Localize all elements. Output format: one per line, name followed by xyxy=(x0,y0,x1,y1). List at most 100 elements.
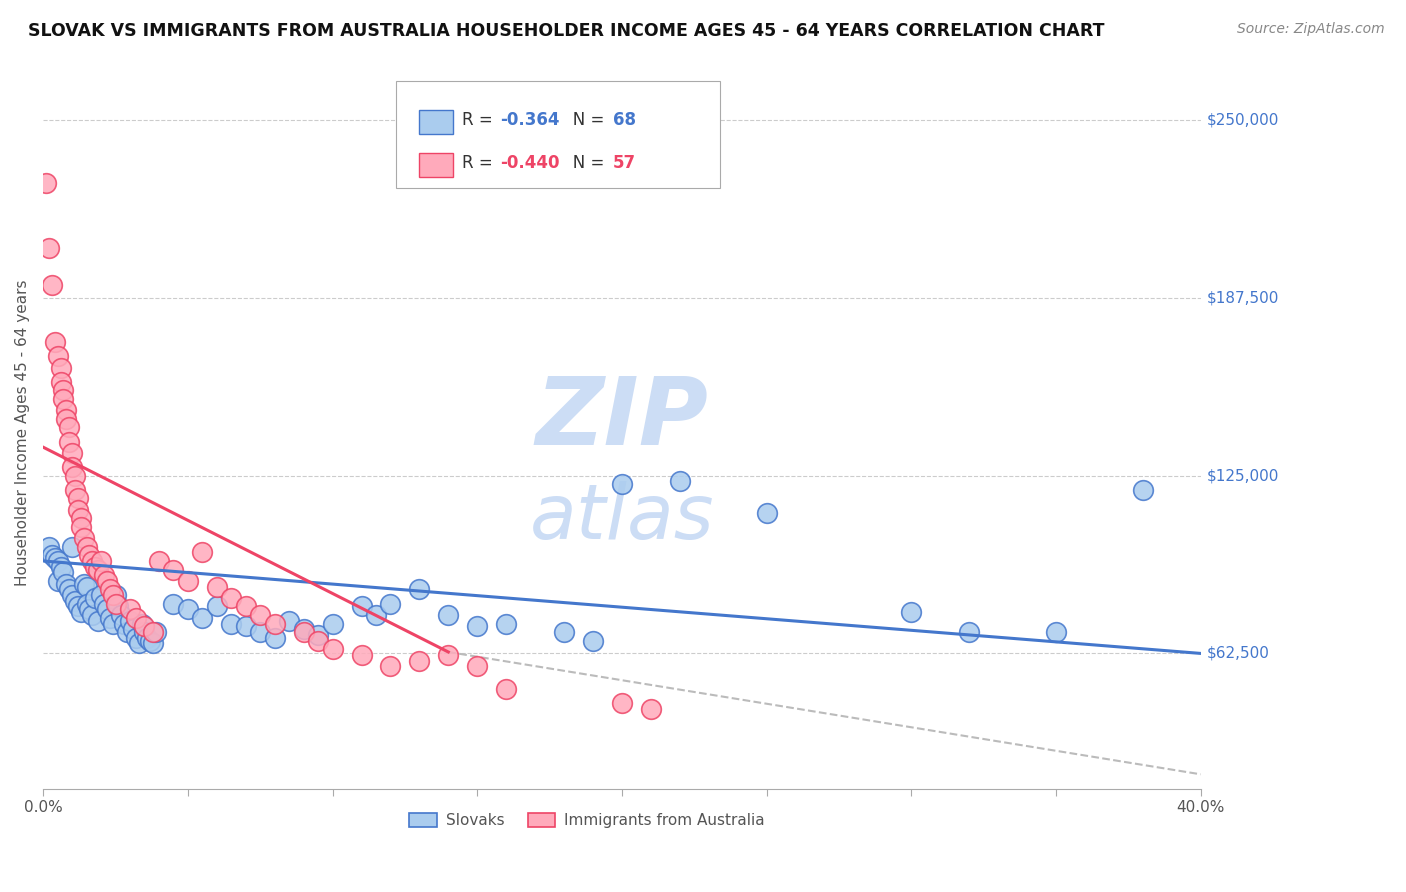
Point xyxy=(84,559,107,574)
Legend: Slovaks, Immigrants from Australia: Slovaks, Immigrants from Australia xyxy=(404,807,770,834)
Point xyxy=(82,607,104,622)
Point xyxy=(465,659,488,673)
Point xyxy=(134,619,156,633)
Point xyxy=(755,506,778,520)
Point xyxy=(322,616,344,631)
Point xyxy=(58,434,80,449)
Point xyxy=(49,360,72,375)
Point xyxy=(79,549,101,563)
Point xyxy=(66,503,89,517)
Point xyxy=(93,597,115,611)
Point xyxy=(307,633,329,648)
Point xyxy=(58,582,80,597)
Point xyxy=(46,554,69,568)
FancyBboxPatch shape xyxy=(396,81,720,187)
Point xyxy=(122,622,145,636)
Point xyxy=(38,241,60,255)
Point xyxy=(55,403,77,417)
Point xyxy=(76,597,98,611)
Point xyxy=(900,605,922,619)
Point xyxy=(63,483,86,497)
Point xyxy=(465,619,488,633)
Text: 57: 57 xyxy=(613,153,636,172)
Text: N =: N = xyxy=(557,112,610,129)
Point xyxy=(148,554,170,568)
Point xyxy=(582,633,605,648)
Point xyxy=(191,545,214,559)
Text: SLOVAK VS IMMIGRANTS FROM AUSTRALIA HOUSEHOLDER INCOME AGES 45 - 64 YEARS CORREL: SLOVAK VS IMMIGRANTS FROM AUSTRALIA HOUS… xyxy=(28,22,1105,40)
Point xyxy=(162,597,184,611)
Point xyxy=(69,520,91,534)
Point xyxy=(495,681,517,696)
Point xyxy=(610,696,633,710)
Point xyxy=(60,588,83,602)
Point xyxy=(221,616,243,631)
Point xyxy=(112,616,135,631)
Point xyxy=(49,375,72,389)
Y-axis label: Householder Income Ages 45 - 64 years: Householder Income Ages 45 - 64 years xyxy=(15,280,30,586)
Text: -0.440: -0.440 xyxy=(501,153,560,172)
Point xyxy=(669,475,692,489)
Point xyxy=(292,622,315,636)
Point xyxy=(87,614,110,628)
Point xyxy=(52,566,75,580)
Point xyxy=(115,625,138,640)
Point xyxy=(205,599,228,614)
Point xyxy=(131,616,153,631)
Point xyxy=(69,605,91,619)
Point xyxy=(35,176,58,190)
Point xyxy=(90,588,112,602)
FancyBboxPatch shape xyxy=(419,110,453,135)
Point xyxy=(125,611,148,625)
Text: N =: N = xyxy=(557,153,610,172)
Point xyxy=(350,648,373,662)
Point xyxy=(437,607,460,622)
Point xyxy=(553,625,575,640)
Point xyxy=(118,614,141,628)
Point xyxy=(79,602,101,616)
Point xyxy=(408,654,430,668)
Point xyxy=(177,602,200,616)
Point xyxy=(46,574,69,588)
Point xyxy=(44,551,66,566)
Point xyxy=(128,636,150,650)
Point xyxy=(495,616,517,631)
Point xyxy=(73,576,96,591)
Point xyxy=(41,549,63,563)
Point xyxy=(44,334,66,349)
Point xyxy=(107,599,129,614)
Point xyxy=(380,659,402,673)
Point xyxy=(55,411,77,425)
FancyBboxPatch shape xyxy=(419,153,453,177)
Point xyxy=(49,559,72,574)
Point xyxy=(1045,625,1067,640)
Point xyxy=(52,392,75,406)
Point xyxy=(41,278,63,293)
Point xyxy=(104,597,127,611)
Point xyxy=(69,511,91,525)
Point xyxy=(46,349,69,363)
Point xyxy=(98,611,121,625)
Text: R =: R = xyxy=(463,153,498,172)
Point xyxy=(640,702,662,716)
Point xyxy=(437,648,460,662)
Point xyxy=(104,588,127,602)
Point xyxy=(90,554,112,568)
Point xyxy=(118,602,141,616)
Text: atlas: atlas xyxy=(530,482,714,556)
Point xyxy=(322,642,344,657)
Point xyxy=(350,599,373,614)
Point xyxy=(380,597,402,611)
Point xyxy=(364,607,387,622)
Point xyxy=(38,540,60,554)
Text: R =: R = xyxy=(463,112,498,129)
Point xyxy=(96,602,118,616)
Point xyxy=(96,574,118,588)
Point xyxy=(292,625,315,640)
Point xyxy=(60,446,83,460)
Point xyxy=(235,619,257,633)
Point xyxy=(263,631,285,645)
Point xyxy=(101,616,124,631)
Point xyxy=(145,625,167,640)
Point xyxy=(60,460,83,475)
